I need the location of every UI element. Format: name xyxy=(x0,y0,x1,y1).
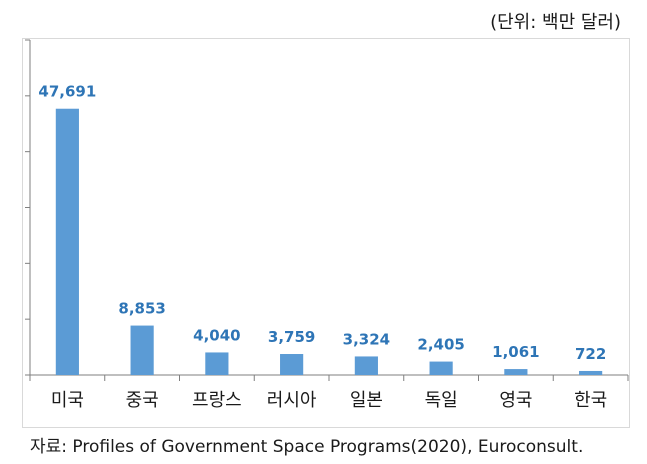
x-tick-label: 러시아 xyxy=(267,390,317,411)
data-label: 4,040 xyxy=(193,326,240,344)
data-label: 47,691 xyxy=(38,83,96,101)
x-tick-label: 중국 xyxy=(126,390,159,411)
x-tick-label: 독일 xyxy=(425,390,458,411)
data-label: 2,405 xyxy=(417,336,464,354)
data-label: 3,324 xyxy=(343,330,390,348)
unit-label: (단위: 백만 달러) xyxy=(490,12,621,33)
data-label: 8,853 xyxy=(118,300,165,318)
source-note: 자료: Profiles of Government Space Program… xyxy=(30,437,584,457)
bar xyxy=(504,369,528,375)
bar xyxy=(130,325,154,375)
x-tick-label: 미국 xyxy=(51,390,84,411)
bar xyxy=(205,352,229,375)
bar xyxy=(354,356,378,375)
x-tick-label: 일본 xyxy=(350,390,383,411)
chart-frame xyxy=(22,38,630,428)
data-label: 3,759 xyxy=(268,328,315,346)
bar xyxy=(55,108,79,375)
bar xyxy=(579,370,603,375)
x-tick-label: 한국 xyxy=(574,390,607,411)
bar xyxy=(429,361,453,375)
x-tick-label: 프랑스 xyxy=(192,390,242,411)
x-tick-label: 영국 xyxy=(499,390,532,411)
data-label: 722 xyxy=(575,345,606,363)
data-label: 1,061 xyxy=(492,343,539,361)
bar xyxy=(280,354,304,375)
